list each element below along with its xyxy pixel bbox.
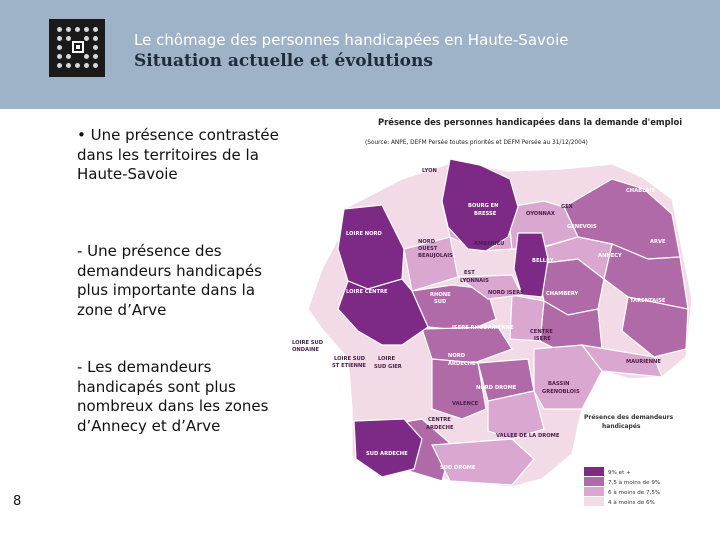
map-label: VALLEE DE LA DROME bbox=[496, 433, 560, 439]
map-label: BRESSE bbox=[474, 211, 497, 217]
map-label: CHAMBERY bbox=[546, 291, 579, 297]
map-label: SUD DROME bbox=[440, 465, 476, 471]
map-label: NORD bbox=[448, 353, 466, 359]
map-label: SUD bbox=[434, 299, 447, 305]
map-legend: Présence des demandeurs handicapés 9% et… bbox=[584, 414, 674, 506]
legend-title: handicapés bbox=[602, 423, 641, 430]
map-title: Présence des personnes handicapées dans … bbox=[378, 117, 682, 127]
legend-item: 7,5 à moins de 9% bbox=[608, 479, 660, 486]
zone-isere-rhodanienne bbox=[421, 326, 513, 364]
zone-belley bbox=[513, 232, 549, 298]
legend-item: 9% et + bbox=[608, 470, 631, 476]
zone-sud-ardeche bbox=[353, 418, 423, 478]
map-label: LYON bbox=[422, 168, 437, 174]
map-label: BELLEY bbox=[532, 258, 554, 264]
logo bbox=[49, 19, 105, 77]
map-label: VALENCE bbox=[452, 401, 479, 407]
map-label: EST bbox=[464, 270, 475, 276]
map-label: CENTRE bbox=[530, 329, 553, 335]
map-label: SUD GIER bbox=[374, 364, 402, 370]
zone-bourg-en-bresse bbox=[441, 158, 519, 252]
map-label: LOIRE CENTRE bbox=[346, 289, 388, 295]
map-label: TARENTAISE bbox=[630, 298, 666, 304]
map-label: BEAUJOLAIS bbox=[418, 253, 453, 259]
legend-swatch bbox=[584, 467, 604, 476]
map-label: CENTRE bbox=[428, 417, 451, 423]
bullet-text: • Une présence contrastée dans les terri… bbox=[77, 126, 279, 184]
map-label: RHONE bbox=[430, 292, 451, 298]
map-label: ARDECHE bbox=[448, 361, 476, 367]
map-label: LOIRE bbox=[378, 356, 395, 362]
zone-nord-ouest-beaujolais bbox=[403, 236, 459, 292]
map-label: BASSIN bbox=[548, 381, 569, 387]
map-label: ST ETIENNE bbox=[332, 363, 366, 369]
legend-item: 4 à moins de 6% bbox=[608, 499, 655, 506]
map-label: OYONNAX bbox=[526, 211, 555, 217]
zone-tarentaise bbox=[621, 296, 689, 358]
legend-title: Présence des demandeurs bbox=[584, 414, 674, 421]
zone-maurienne bbox=[580, 344, 663, 378]
map-label: LYONNAIS bbox=[460, 278, 489, 284]
map-label: NORD bbox=[418, 239, 436, 245]
map-label: BOURG EN bbox=[468, 203, 499, 209]
header-subtitle: Le chômage des personnes handicapées en … bbox=[134, 31, 569, 49]
map-label: OUEST bbox=[418, 246, 438, 252]
zone-sud-drome bbox=[431, 438, 535, 486]
bullet-text: - Les demandeurs handicapés sont plus no… bbox=[77, 358, 269, 435]
map-label: ANNECY bbox=[598, 253, 622, 259]
map-label: SUD ARDECHE bbox=[366, 451, 408, 457]
legend-swatch bbox=[584, 497, 604, 506]
map-label: LOIRE SUD bbox=[292, 340, 324, 346]
map-label: AMBERIEU bbox=[474, 241, 504, 247]
map-label: LOIRE SUD bbox=[334, 356, 366, 362]
region-map: Présence des personnes handicapées dans … bbox=[282, 109, 720, 540]
zone-vallee-drome bbox=[487, 390, 545, 440]
map-label: ARDECHE bbox=[426, 425, 454, 431]
bullet-text: - Une présence des demandeurs handicapés… bbox=[77, 242, 262, 319]
legend-swatch bbox=[584, 487, 604, 496]
map-label: ONDAINE bbox=[292, 347, 319, 353]
map-label: ISERE bbox=[534, 336, 551, 342]
legend-swatch bbox=[584, 477, 604, 486]
map-label: NORD DROME bbox=[476, 385, 517, 391]
map-label: ARVE bbox=[650, 239, 666, 245]
map-label: CHABLAIS bbox=[626, 188, 655, 194]
map-label: LOIRE NORD bbox=[346, 231, 383, 237]
map-label: ISERE RHODANIENNE bbox=[452, 325, 514, 331]
page-title: Situation actuelle et évolutions bbox=[134, 51, 433, 71]
map-label: GENEVOIS bbox=[567, 224, 597, 230]
map-label: GRENOBLOIS bbox=[542, 389, 580, 395]
legend-item: 6 à moins de 7,5% bbox=[608, 489, 660, 496]
page-number: 8 bbox=[13, 494, 22, 509]
map-label: NORD ISERE bbox=[488, 290, 524, 296]
map-source: (Source: ANPE, DEFM Persée toutes priori… bbox=[365, 139, 588, 146]
map-label: GEX bbox=[561, 204, 573, 210]
zone-loire-centre bbox=[337, 278, 429, 346]
zone-centre-isere bbox=[509, 294, 545, 342]
zone-nord-ardeche bbox=[431, 358, 487, 420]
map-label: MAURIENNE bbox=[626, 359, 661, 365]
